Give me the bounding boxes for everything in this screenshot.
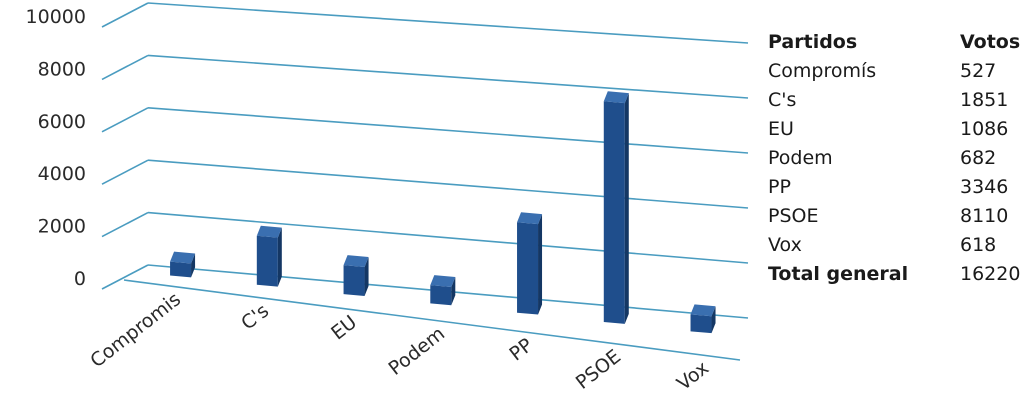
gridline: [147, 54, 749, 99]
party-name: PP: [768, 176, 791, 198]
table-header-row: Partidos Votos: [768, 28, 1020, 57]
bar: [256, 225, 282, 287]
bar-side: [538, 214, 543, 315]
x-category-label: Vox: [673, 357, 713, 395]
table-row: C's 1851: [768, 86, 1020, 115]
party-name: Podem: [768, 147, 833, 169]
y-tick-label: 2000: [38, 216, 86, 238]
x-category-label: C's: [237, 300, 273, 335]
votes-table: Partidos Votos Compromís 527 C's 1851 EU 1086…: [768, 28, 1020, 289]
bar-front: [430, 285, 452, 306]
table-body: Compromís 527 C's 1851 EU 1086 Podem 682 PP 3346 P…: [768, 57, 1020, 260]
table-row: PP 3346: [768, 173, 1020, 202]
party-name: Compromís: [768, 60, 877, 82]
bar-top: [603, 91, 629, 104]
y-tick-label: 0: [74, 268, 86, 290]
bar: [690, 304, 716, 334]
bar-top: [690, 304, 716, 317]
bar-front: [603, 101, 625, 324]
y-tick-label: 10000: [26, 6, 86, 28]
gridline-side: [101, 264, 149, 290]
gridline-side: [101, 2, 149, 28]
gridline-side: [101, 159, 149, 185]
gridline-side: [101, 211, 149, 238]
party-name: Vox: [768, 234, 802, 256]
bar-side: [277, 227, 282, 287]
party-votes: 1086: [960, 118, 1009, 140]
y-tick-label: 6000: [38, 111, 86, 133]
table-row: PSOE 8110: [768, 202, 1020, 231]
total-votes: 16220: [960, 263, 1021, 285]
bar-top: [256, 225, 282, 238]
table-row: EU 1086: [768, 115, 1020, 144]
bar: [430, 275, 456, 306]
table-row: Vox 618: [768, 231, 1020, 260]
bar-side: [711, 306, 716, 334]
gridline: [147, 2, 749, 44]
total-row: Total general 16220: [768, 260, 1020, 289]
bar-top: [343, 255, 369, 267]
bar: [170, 251, 196, 278]
party-name: EU: [768, 118, 794, 140]
gridline-side: [101, 54, 149, 81]
x-category-label: PSOE: [572, 345, 625, 393]
party-votes: 1851: [960, 89, 1009, 111]
bar-side: [191, 253, 196, 278]
party-votes: 682: [960, 147, 997, 169]
bar-chart: 0 2000 4000 6000 8000 10000 Compromis C's EU Pod…: [26, 2, 749, 395]
gridline: [147, 159, 749, 209]
bar-front: [690, 314, 712, 334]
x-category-label: Podem: [385, 323, 450, 380]
party-column-header: Partidos: [768, 31, 858, 53]
party-votes: 527: [960, 60, 997, 82]
x-category-label: Compromis: [86, 288, 185, 372]
bar: [603, 91, 629, 324]
total-label: Total general: [768, 263, 909, 285]
bar-top: [170, 251, 196, 264]
bar-top: [517, 212, 543, 225]
bars: [170, 91, 716, 334]
bar-front: [517, 222, 539, 315]
gridline-side: [101, 107, 149, 133]
party-name: PSOE: [768, 205, 819, 227]
y-axis-tick-labels: 0 2000 4000 6000 8000 10000: [26, 6, 86, 290]
party-votes: 8110: [960, 205, 1009, 227]
gridline: [147, 211, 749, 264]
party-name: C's: [768, 89, 797, 111]
bar: [517, 212, 543, 315]
bar-side: [451, 276, 456, 306]
gridline: [147, 107, 749, 154]
x-category-label: PP: [505, 334, 537, 365]
votes-column-header: Votos: [960, 31, 1021, 53]
bar-front: [343, 265, 365, 296]
y-tick-label: 4000: [38, 163, 86, 185]
floor-edge: [123, 279, 741, 361]
y-tick-label: 8000: [38, 58, 86, 80]
party-votes: 618: [960, 234, 997, 256]
gridlines: [101, 2, 749, 361]
table-row: Podem 682: [768, 144, 1020, 173]
bar-front: [256, 235, 278, 287]
x-category-label: EU: [327, 311, 361, 344]
bar-side: [624, 93, 629, 324]
bar: [343, 255, 369, 296]
bar-front: [170, 261, 192, 278]
bar-top: [430, 275, 456, 287]
table-row: Compromís 527: [768, 57, 1020, 86]
party-votes: 3346: [960, 176, 1009, 198]
bar-side: [364, 256, 369, 296]
